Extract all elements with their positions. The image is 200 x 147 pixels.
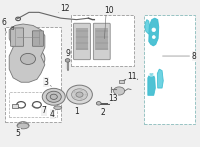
Bar (144, 15, 195, 125)
Circle shape (114, 87, 125, 95)
Text: 6: 6 (1, 18, 6, 27)
Circle shape (76, 92, 83, 97)
Circle shape (65, 59, 70, 62)
Bar (76, 28, 88, 50)
Bar (5, 27, 61, 122)
Circle shape (96, 102, 101, 105)
Circle shape (50, 94, 57, 99)
Text: 9: 9 (65, 49, 70, 58)
FancyBboxPatch shape (74, 23, 90, 60)
Polygon shape (145, 20, 149, 34)
Ellipse shape (17, 123, 29, 129)
Circle shape (72, 89, 87, 100)
Polygon shape (157, 69, 163, 88)
Circle shape (80, 89, 83, 91)
Text: 1: 1 (74, 107, 79, 116)
Circle shape (11, 47, 45, 71)
Circle shape (80, 98, 83, 100)
Text: 10: 10 (104, 6, 114, 15)
Circle shape (67, 85, 92, 104)
Circle shape (73, 96, 76, 98)
Text: 11: 11 (127, 72, 136, 81)
Bar (119, 80, 124, 83)
Text: 13: 13 (108, 95, 118, 103)
Polygon shape (9, 24, 45, 82)
Circle shape (20, 53, 36, 65)
FancyBboxPatch shape (11, 28, 24, 46)
Bar (9, 92, 57, 117)
Text: 7: 7 (41, 106, 46, 115)
FancyBboxPatch shape (93, 23, 110, 60)
FancyBboxPatch shape (32, 31, 43, 46)
Ellipse shape (152, 36, 155, 39)
Bar (71, 15, 134, 66)
Text: 3: 3 (43, 78, 48, 87)
Ellipse shape (152, 28, 156, 32)
Ellipse shape (149, 74, 154, 76)
Bar (12, 104, 18, 108)
Text: 4: 4 (50, 110, 55, 119)
Text: 8: 8 (192, 52, 197, 61)
Polygon shape (148, 74, 155, 95)
Circle shape (85, 94, 87, 96)
Circle shape (46, 91, 61, 102)
Ellipse shape (54, 106, 62, 110)
Text: 8: 8 (10, 26, 14, 31)
Text: 2: 2 (101, 108, 106, 117)
Polygon shape (149, 18, 159, 46)
Text: 5: 5 (16, 129, 21, 138)
Circle shape (73, 91, 76, 93)
Circle shape (42, 88, 65, 105)
Bar (95, 28, 108, 50)
Text: 12: 12 (60, 4, 69, 13)
